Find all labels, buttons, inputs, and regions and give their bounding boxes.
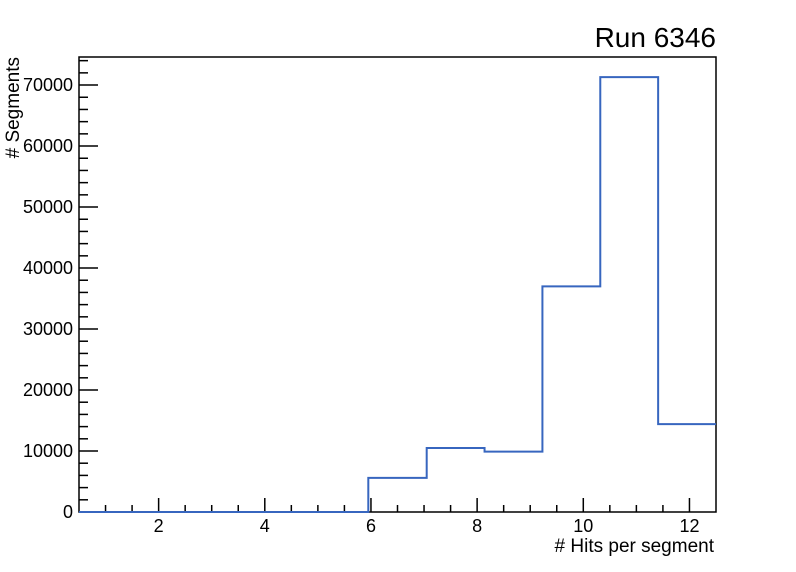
y-tick-label: 70000 <box>23 75 73 95</box>
y-tick-label: 30000 <box>23 319 73 339</box>
histogram-series <box>79 76 716 513</box>
y-tick-label: 60000 <box>23 136 73 156</box>
y-tick-label: 50000 <box>23 197 73 217</box>
x-tick-label: 6 <box>366 516 376 536</box>
y-tick-label: 20000 <box>23 380 73 400</box>
y-tick-label: 10000 <box>23 441 73 461</box>
plot-frame <box>78 56 717 513</box>
x-tick-label: 4 <box>260 516 270 536</box>
axis-ticks: 2 4 6 8 10 12 0 10000 20000 30000 40000 50000 60000 7… <box>23 59 699 536</box>
y-tick-label: 40000 <box>23 258 73 278</box>
x-axis-title: # Hits per segment <box>555 536 715 557</box>
x-tick-label: 8 <box>472 516 482 536</box>
x-tick-label: 12 <box>679 516 699 536</box>
chart-title: Run 6346 <box>595 22 716 53</box>
y-tick-label: 0 <box>63 502 73 522</box>
y-axis-title: # Segments <box>3 57 24 158</box>
histogram-line <box>79 76 716 513</box>
x-tick-label: 10 <box>573 516 593 536</box>
x-tick-label: 2 <box>154 516 164 536</box>
